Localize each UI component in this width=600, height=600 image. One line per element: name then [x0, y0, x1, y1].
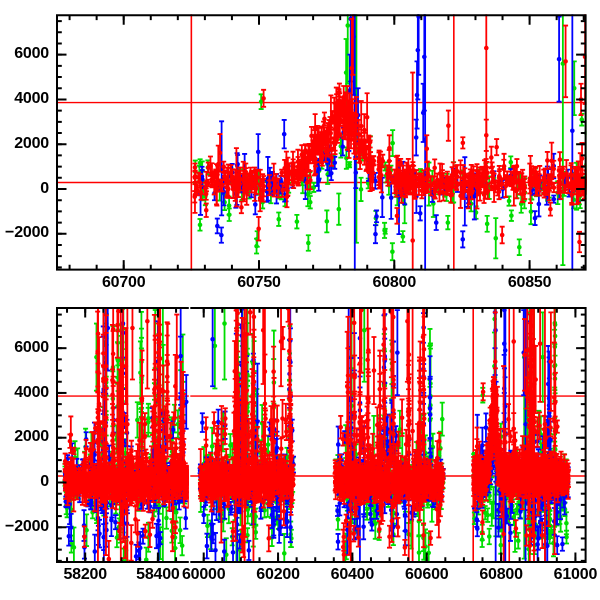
y-tick-label: 0: [40, 179, 49, 197]
x-tick-label: 58400: [136, 566, 180, 584]
x-tick-label: 61000: [553, 566, 598, 584]
y-tick-label: 0: [40, 473, 49, 491]
x-tick-label: 60600: [404, 566, 449, 584]
y-tick-label: 4000: [14, 90, 49, 108]
y-tick-label: 2000: [14, 134, 49, 152]
x-tick-label: 60000: [181, 566, 226, 584]
x-tick-label: 60800: [372, 273, 417, 291]
x-tick-label: 60700: [101, 273, 146, 291]
y-tick-label: 6000: [14, 338, 49, 356]
x-tick-label: 60750: [237, 273, 281, 291]
x-tick-label: 60400: [330, 566, 375, 584]
y-tick-label: 6000: [14, 45, 49, 63]
y-tick-label: 4000: [14, 383, 49, 401]
x-tick-label: 60200: [256, 566, 300, 584]
x-tick-label: 58200: [63, 566, 107, 584]
y-tick-label: −2000: [5, 224, 49, 242]
y-tick-label: 2000: [14, 428, 49, 446]
x-tick-label: 60850: [507, 273, 552, 291]
y-tick-label: −2000: [5, 517, 49, 535]
x-tick-label: 60800: [479, 566, 523, 584]
